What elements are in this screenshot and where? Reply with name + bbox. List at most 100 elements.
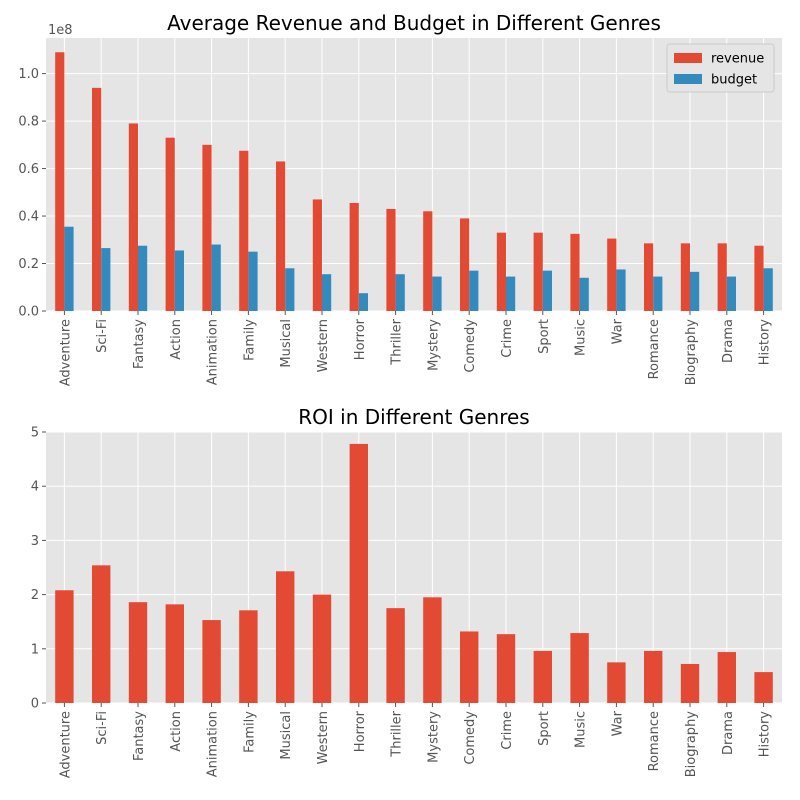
- chart-title: ROI in Different Genres: [298, 405, 529, 429]
- x-tick-label: Crime: [500, 319, 515, 358]
- bar-budget-action: [174, 250, 184, 311]
- bar-roi-animation: [202, 620, 221, 703]
- y-tick-label: 0.6: [18, 162, 39, 177]
- x-tick-label: Horror: [353, 710, 368, 752]
- y-tick-label: 1: [31, 642, 39, 657]
- x-tick-label: Thriller: [390, 710, 405, 757]
- y-tick-label: 2: [31, 588, 39, 603]
- bar-budget-sport: [542, 270, 552, 311]
- x-tick-label: Drama: [721, 319, 736, 363]
- x-tick-label: Biography: [684, 711, 699, 778]
- bar-revenue-history: [754, 245, 764, 311]
- bar-roi-history: [754, 672, 773, 703]
- bar-budget-music: [579, 277, 589, 311]
- bar-revenue-romance: [644, 243, 654, 311]
- x-tick-label: Fantasy: [132, 319, 147, 369]
- y-tick-label: 0.4: [18, 210, 39, 225]
- x-tick-label: Family: [242, 711, 257, 753]
- bar-roi-biography: [680, 663, 700, 703]
- x-tick-label: Musical: [279, 711, 294, 760]
- legend-swatch-revenue: [674, 53, 702, 63]
- y-tick-label: 3: [31, 534, 39, 549]
- bar-budget-horror: [358, 293, 368, 311]
- bar-roi-horror: [349, 443, 368, 703]
- x-tick-label: Western: [316, 711, 331, 764]
- bar-budget-family: [248, 251, 258, 311]
- bar-budget-adventure: [64, 226, 74, 311]
- bar-revenue-music: [570, 233, 580, 311]
- bar-roi-adventure: [55, 590, 74, 703]
- y-tick-label: 0: [31, 697, 39, 712]
- bar-budget-fantasy: [138, 245, 148, 311]
- x-tick-label: War: [610, 710, 625, 736]
- plot-area: [46, 432, 782, 703]
- y-tick-label: 4: [31, 480, 39, 495]
- bar-roi-thriller: [386, 608, 405, 703]
- bar-roi-crime: [496, 634, 516, 703]
- bar-roi-sport: [533, 650, 552, 703]
- chart-title: Average Revenue and Budget in Different …: [167, 11, 661, 35]
- chart-2: 0 1 2 3 4 5 Adventure Sci-Fi Fantasy Action Animat…: [31, 405, 782, 778]
- y-tick-label: 1.0: [18, 67, 39, 82]
- bar-budget-drama: [726, 276, 736, 311]
- x-tick-label: Western: [316, 319, 331, 372]
- bar-budget-biography: [690, 271, 700, 311]
- y-tick-label: 0.8: [18, 115, 39, 130]
- bar-roi-musical: [276, 571, 295, 703]
- x-tick-label: History: [758, 319, 773, 366]
- bar-revenue-western: [312, 199, 322, 311]
- bar-revenue-sport: [533, 232, 543, 311]
- x-tick-label: Adventure: [58, 319, 73, 386]
- x-tick-label: History: [758, 711, 773, 758]
- bar-revenue-fantasy: [128, 123, 138, 311]
- bar-revenue-crime: [496, 232, 506, 311]
- x-tick-label: Sport: [537, 711, 552, 746]
- x-tick-label: Sci-Fi: [95, 711, 110, 745]
- x-tick-label: Family: [242, 319, 257, 361]
- bar-roi-action: [165, 604, 184, 703]
- bar-revenue-musical: [276, 161, 286, 311]
- x-tick-label: Music: [574, 711, 589, 748]
- legend-swatch-budget: [674, 74, 702, 84]
- bar-budget-war: [616, 269, 626, 311]
- bar-revenue-comedy: [460, 218, 470, 311]
- bar-roi-fantasy: [128, 602, 148, 703]
- bar-revenue-animation: [202, 144, 212, 311]
- bar-revenue-family: [239, 150, 249, 311]
- x-tick-label: Adventure: [58, 711, 73, 778]
- x-tick-label: Action: [169, 319, 184, 360]
- bar-budget-musical: [285, 268, 295, 311]
- x-tick-label: Horror: [353, 318, 368, 360]
- y-tick-label: 5: [31, 426, 39, 441]
- bar-roi-war: [607, 662, 626, 703]
- x-tick-label: Musical: [279, 319, 294, 368]
- bar-roi-western: [312, 594, 332, 703]
- x-tick-label: Biography: [684, 319, 699, 386]
- x-tick-label: Animation: [206, 711, 221, 777]
- x-tick-label: Fantasy: [132, 711, 147, 761]
- bar-roi-music: [570, 633, 589, 703]
- bar-budget-crime: [506, 276, 516, 311]
- bar-budget-animation: [211, 244, 221, 311]
- bar-budget-thriller: [395, 274, 405, 311]
- bar-roi-drama: [717, 652, 736, 703]
- x-tick-label: Romance: [647, 711, 662, 771]
- y-tick-label: 0.0: [18, 305, 39, 320]
- bar-roi-sci-fi: [92, 565, 111, 703]
- x-tick-label: Drama: [721, 711, 736, 755]
- legend: revenue budget: [666, 43, 775, 93]
- x-tick-label: Thriller: [390, 318, 405, 365]
- axis-scale-label: 1e8: [48, 23, 73, 38]
- bar-revenue-mystery: [423, 211, 433, 311]
- bar-budget-romance: [653, 276, 663, 311]
- bar-roi-romance: [644, 650, 663, 703]
- x-tick-label: Romance: [647, 319, 662, 379]
- legend-label-revenue: revenue: [711, 52, 764, 67]
- bar-budget-comedy: [469, 270, 479, 311]
- x-tick-label: Music: [574, 319, 589, 356]
- bar-revenue-horror: [349, 202, 359, 311]
- x-tick-label: Comedy: [463, 319, 478, 373]
- x-tick-label: Mystery: [426, 711, 441, 763]
- bar-roi-mystery: [423, 597, 442, 703]
